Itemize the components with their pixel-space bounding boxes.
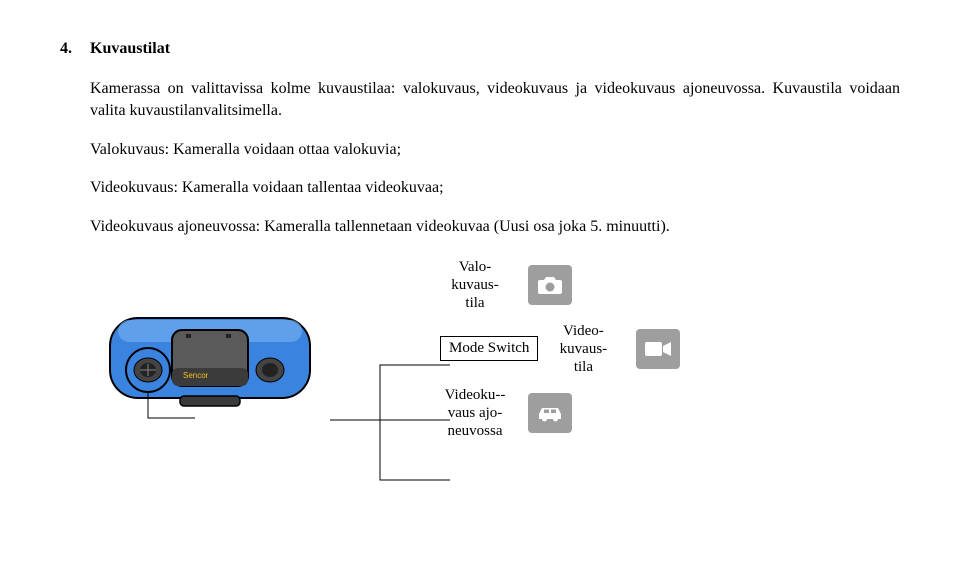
mode-switch-label: Mode Switch [440,336,538,361]
paragraph-4: Videokuvaus ajoneuvossa: Kameralla talle… [90,216,900,238]
camera-icon [528,265,572,305]
video-icon [636,329,680,369]
paragraph-1: Kamerassa on valittavissa kolme kuvausti… [90,78,900,123]
video-mode-label: Video- kuvaus- tila [548,322,618,376]
car-mode-label: Videoku-- vaus ajo- neuvossa [440,386,510,440]
paragraph-2: Valokuvaus: Kameralla voidaan ottaa valo… [90,139,900,161]
heading-number: 4. [60,40,90,58]
car-icon [528,393,572,433]
paragraph-3: Videokuvaus: Kameralla voidaan tallentaa… [90,177,900,199]
camera-illustration: Sencor [90,298,330,428]
svg-text:Sencor: Sencor [183,371,209,380]
photo-mode-label: Valo- kuvaus- tila [440,258,510,312]
mode-row-car: Videoku-- vaus ajo- neuvossa [440,386,680,440]
mode-diagram: Sencor Valo- kuvaus- tila [90,258,900,450]
heading-title: Kuvaustilat [90,40,170,58]
mode-row-photo: Valo- kuvaus- tila [440,258,680,312]
mode-row-video: Mode Switch Video- kuvaus- tila [440,322,680,376]
